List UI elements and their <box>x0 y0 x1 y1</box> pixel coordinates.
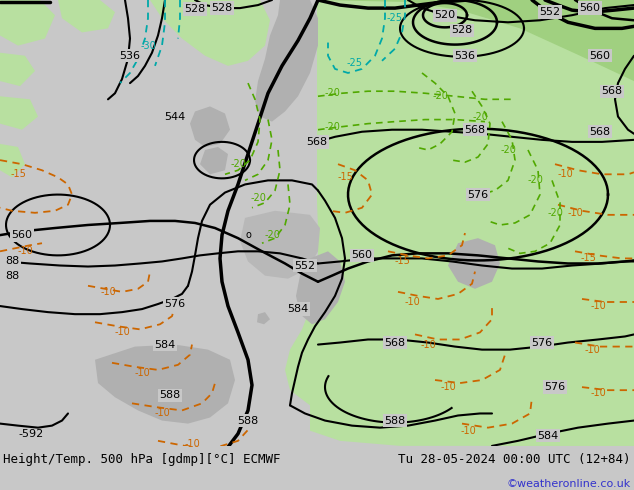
Text: -20: -20 <box>250 193 266 202</box>
Text: Tu 28-05-2024 00:00 UTC (12+84): Tu 28-05-2024 00:00 UTC (12+84) <box>398 453 631 466</box>
Polygon shape <box>150 0 270 66</box>
Text: -20: -20 <box>264 230 280 240</box>
Text: -20: -20 <box>527 175 543 185</box>
Text: -25: -25 <box>347 58 363 68</box>
Text: -15: -15 <box>580 253 596 264</box>
Text: 528: 528 <box>184 4 205 14</box>
Polygon shape <box>448 238 500 289</box>
Text: -10: -10 <box>557 170 573 179</box>
Text: 528: 528 <box>451 25 472 35</box>
Text: 568: 568 <box>384 338 406 347</box>
Text: 568: 568 <box>306 137 328 147</box>
Polygon shape <box>58 0 115 32</box>
Text: -10: -10 <box>420 340 436 349</box>
Text: -10: -10 <box>184 439 200 449</box>
Text: 88: 88 <box>5 270 19 281</box>
Text: -10: -10 <box>590 301 606 311</box>
Text: 560: 560 <box>11 230 32 240</box>
Text: 576: 576 <box>164 299 186 309</box>
Polygon shape <box>0 53 35 86</box>
Text: 88: 88 <box>5 256 19 267</box>
Text: ©weatheronline.co.uk: ©weatheronline.co.uk <box>507 479 631 489</box>
Text: 584: 584 <box>538 431 559 441</box>
Text: -20: -20 <box>324 88 340 98</box>
Text: -20: -20 <box>230 159 246 169</box>
Polygon shape <box>0 0 55 46</box>
Text: 528: 528 <box>211 3 233 13</box>
Text: -10: -10 <box>17 246 33 256</box>
Text: -592: -592 <box>18 429 43 439</box>
Polygon shape <box>240 211 320 279</box>
Polygon shape <box>317 0 634 81</box>
Text: 560: 560 <box>579 3 600 13</box>
Text: -15: -15 <box>337 172 353 182</box>
Text: 560: 560 <box>351 250 373 260</box>
Text: 588: 588 <box>159 390 181 400</box>
Polygon shape <box>257 312 270 324</box>
Text: 552: 552 <box>294 261 316 270</box>
Text: -15: -15 <box>394 256 410 267</box>
Text: 568: 568 <box>602 86 623 96</box>
Text: 520: 520 <box>434 10 456 20</box>
Text: 536: 536 <box>119 51 141 61</box>
Text: -10: -10 <box>100 287 116 297</box>
Polygon shape <box>95 344 235 423</box>
Text: 560: 560 <box>590 51 611 61</box>
Polygon shape <box>0 96 38 130</box>
Polygon shape <box>190 106 230 147</box>
Text: -30: -30 <box>140 41 156 50</box>
Text: -10: -10 <box>114 327 130 338</box>
Text: 584: 584 <box>287 304 309 314</box>
Polygon shape <box>285 0 634 446</box>
Text: 584: 584 <box>154 340 176 349</box>
Polygon shape <box>200 147 228 174</box>
Polygon shape <box>255 0 318 122</box>
Text: -20: -20 <box>324 122 340 132</box>
Text: o: o <box>245 230 251 240</box>
Text: -10: -10 <box>584 344 600 355</box>
Text: -10: -10 <box>460 426 476 436</box>
Text: -15: -15 <box>10 170 26 179</box>
Text: 588: 588 <box>384 416 406 425</box>
Text: 552: 552 <box>540 7 560 17</box>
Text: -10: -10 <box>590 388 606 398</box>
Text: -20: -20 <box>472 112 488 122</box>
Polygon shape <box>310 385 634 446</box>
Text: -25: -25 <box>387 13 403 23</box>
Text: 568: 568 <box>465 125 486 135</box>
Text: -10: -10 <box>154 409 170 418</box>
Text: Height/Temp. 500 hPa [gdmp][°C] ECMWF: Height/Temp. 500 hPa [gdmp][°C] ECMWF <box>3 453 281 466</box>
Text: -10: -10 <box>440 382 456 392</box>
Text: -10: -10 <box>567 208 583 218</box>
Text: 588: 588 <box>237 416 259 425</box>
Text: 536: 536 <box>455 51 476 61</box>
Text: -20: -20 <box>500 145 516 155</box>
Text: -10: -10 <box>134 368 150 378</box>
Text: 576: 576 <box>531 338 553 347</box>
Text: 544: 544 <box>164 112 186 122</box>
Polygon shape <box>0 144 25 177</box>
Polygon shape <box>296 251 345 324</box>
Text: 576: 576 <box>467 190 489 199</box>
Text: -20: -20 <box>432 91 448 101</box>
Text: 568: 568 <box>590 127 611 137</box>
Text: -20: -20 <box>547 208 563 218</box>
Text: -10: -10 <box>404 297 420 307</box>
Text: 576: 576 <box>545 382 566 392</box>
